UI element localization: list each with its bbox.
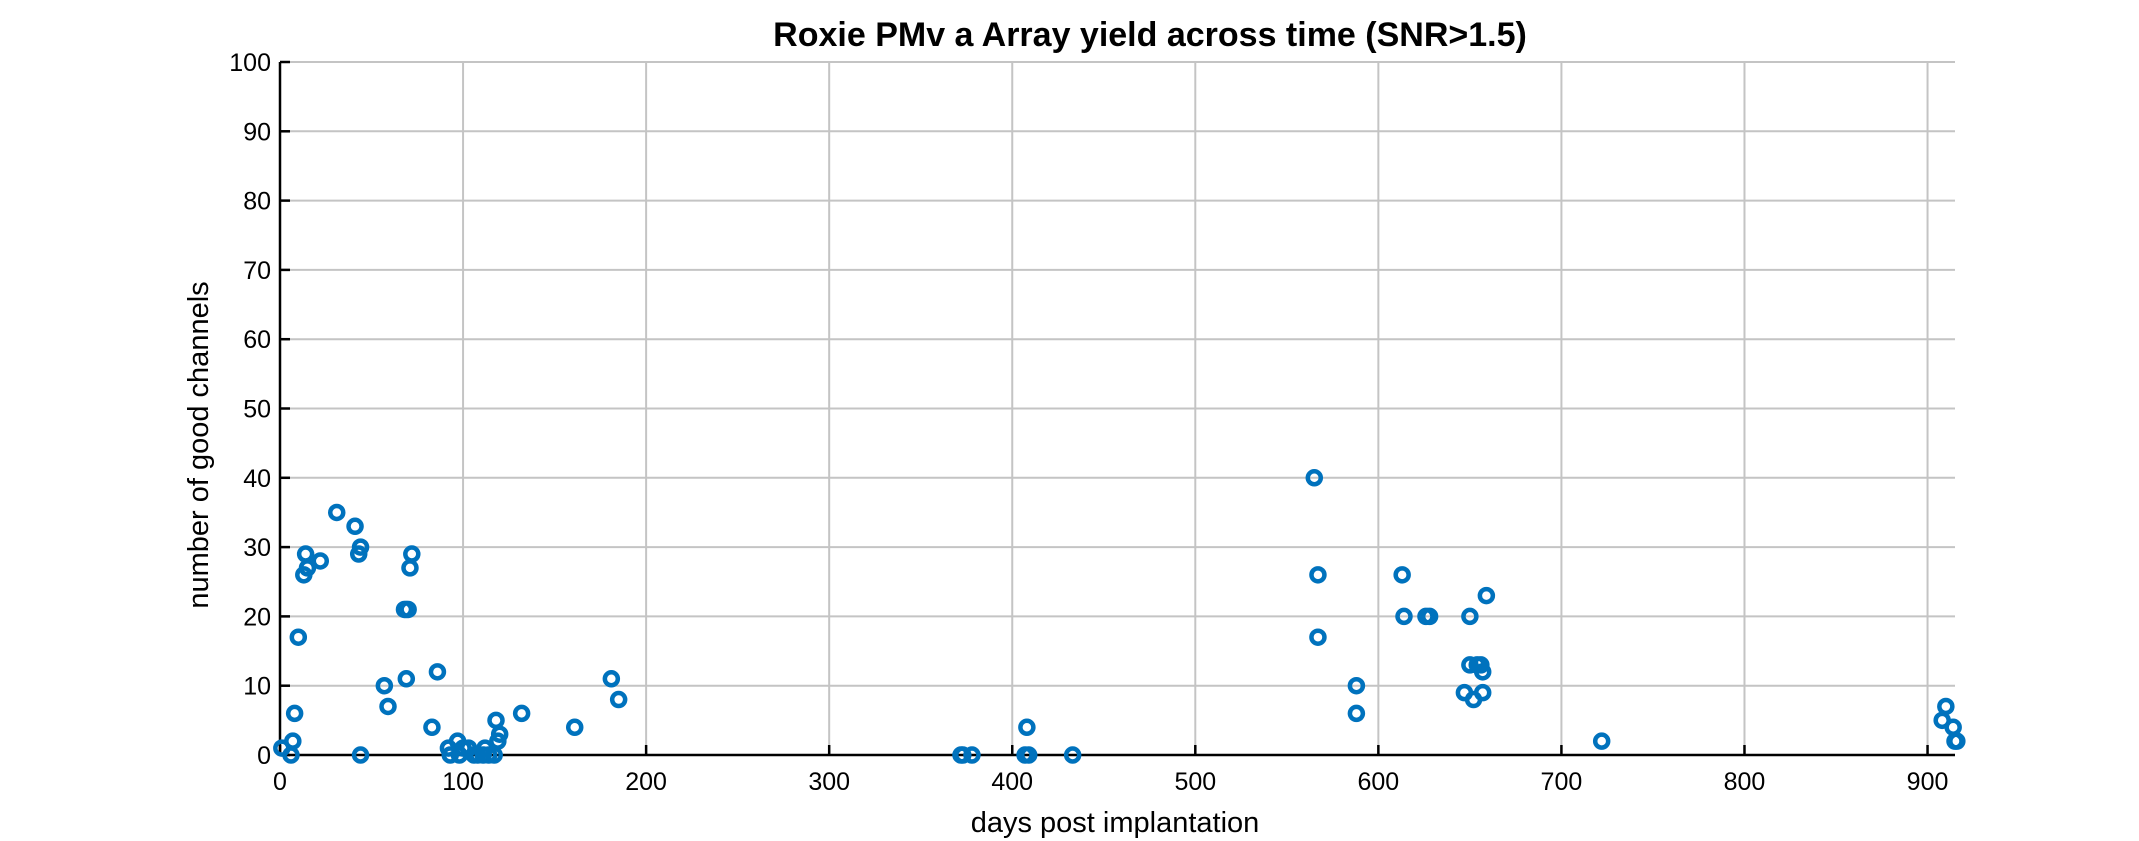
x-tick-label: 700 bbox=[1541, 768, 1583, 796]
data-point bbox=[1347, 704, 1366, 723]
data-point bbox=[1347, 676, 1366, 695]
data-point bbox=[487, 711, 505, 730]
data-point bbox=[397, 670, 416, 688]
data-point bbox=[963, 746, 981, 764]
data-point bbox=[1592, 732, 1611, 750]
data-point bbox=[602, 670, 621, 688]
data-point bbox=[1309, 566, 1327, 584]
data-point bbox=[401, 559, 419, 577]
data-point bbox=[1944, 718, 1962, 737]
x-tick-label: 600 bbox=[1358, 768, 1400, 796]
data-point bbox=[423, 718, 441, 737]
data-point bbox=[284, 732, 302, 750]
data-point bbox=[1395, 607, 1413, 626]
y-axis-label: number of good channels bbox=[183, 281, 215, 608]
data-point bbox=[346, 517, 364, 536]
data-point bbox=[379, 697, 397, 716]
data-point bbox=[296, 545, 315, 563]
y-tick-label: 0 bbox=[257, 742, 271, 770]
y-tick-label: 100 bbox=[229, 49, 271, 77]
data-point bbox=[1309, 628, 1327, 646]
data-point bbox=[1393, 566, 1411, 584]
data-point bbox=[490, 725, 509, 743]
data-point bbox=[285, 704, 304, 723]
y-tick-label: 70 bbox=[243, 257, 271, 285]
x-tick-label: 400 bbox=[991, 768, 1033, 796]
x-tick-label: 800 bbox=[1724, 768, 1766, 796]
data-point bbox=[954, 746, 972, 764]
data-point bbox=[399, 600, 417, 619]
x-axis-label: days post implantation bbox=[971, 807, 1260, 839]
x-tick-label: 900 bbox=[1907, 768, 1949, 796]
x-tick-label: 0 bbox=[273, 768, 287, 796]
data-point bbox=[351, 538, 370, 556]
y-tick-label: 90 bbox=[243, 118, 271, 146]
x-tick-label: 500 bbox=[1174, 768, 1216, 796]
data-point bbox=[1937, 697, 1955, 716]
data-point bbox=[512, 704, 531, 723]
data-point bbox=[1018, 718, 1036, 737]
data-point bbox=[1477, 586, 1496, 605]
y-tick-label: 50 bbox=[243, 396, 271, 424]
data-point bbox=[1461, 607, 1479, 626]
data-point bbox=[428, 663, 447, 681]
chart-title: Roxie PMv a Array yield across time (SNR… bbox=[773, 16, 1527, 54]
data-point bbox=[298, 559, 317, 577]
data-point bbox=[1305, 469, 1324, 487]
data-point bbox=[1948, 732, 1966, 750]
data-point bbox=[403, 545, 421, 563]
data-point bbox=[1019, 746, 1038, 764]
data-point bbox=[351, 746, 370, 764]
tick-labels: 0 100 200 300 400 500 600 700 800 900 0 10 20 30 40 50 6… bbox=[229, 49, 1948, 796]
y-tick-label: 10 bbox=[243, 673, 271, 701]
data-points bbox=[273, 469, 1966, 764]
data-point bbox=[289, 628, 308, 646]
y-tick-label: 40 bbox=[243, 465, 271, 493]
x-tick-label: 300 bbox=[808, 768, 850, 796]
y-tick-label: 30 bbox=[243, 534, 271, 562]
y-tick-label: 60 bbox=[243, 326, 271, 354]
x-tick-label: 100 bbox=[442, 768, 484, 796]
data-point bbox=[441, 746, 459, 764]
data-point bbox=[565, 718, 584, 737]
data-point bbox=[609, 690, 628, 709]
data-point bbox=[311, 552, 330, 570]
grid-lines bbox=[280, 61, 1955, 755]
data-point bbox=[1063, 746, 1082, 764]
data-point bbox=[1473, 663, 1492, 681]
y-tick-label: 20 bbox=[243, 603, 271, 631]
data-point bbox=[375, 676, 394, 695]
data-point bbox=[327, 503, 346, 522]
x-tick-label: 200 bbox=[625, 768, 667, 796]
y-tick-label: 80 bbox=[243, 188, 271, 216]
data-point bbox=[1473, 683, 1492, 702]
data-point bbox=[1420, 607, 1439, 626]
